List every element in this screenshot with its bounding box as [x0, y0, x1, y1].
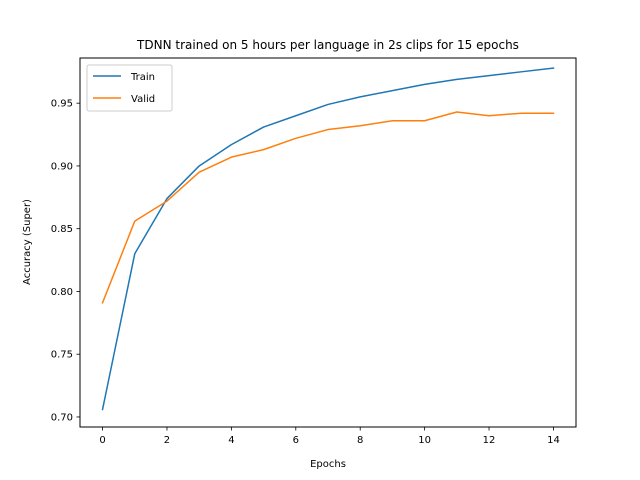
- x-tick-label: 14: [547, 435, 560, 446]
- y-axis-label: Accuracy (Super): [22, 199, 33, 285]
- x-tick-label: 12: [483, 435, 496, 446]
- y-tick-label: 0.95: [51, 99, 73, 110]
- plot-frame: [79, 57, 577, 428]
- x-tick-label: 6: [293, 435, 299, 446]
- chart-title: TDNN trained on 5 hours per language in …: [136, 38, 519, 52]
- legend-label-valid: Valid: [131, 94, 155, 105]
- x-tick-label: 4: [228, 435, 234, 446]
- series-layer: [101, 67, 555, 411]
- y-tick-label: 0.75: [51, 350, 73, 361]
- x-tick-label: 10: [418, 435, 431, 446]
- y-tick-label: 0.85: [51, 224, 73, 235]
- y-tick-label: 0.70: [51, 412, 73, 423]
- series-line-train: [101, 67, 555, 411]
- legend-label-train: Train: [130, 72, 155, 83]
- x-tick-label: 8: [357, 435, 363, 446]
- y-tick-label: 0.80: [51, 287, 73, 298]
- x-axis-label: Epochs: [310, 459, 346, 470]
- y-tick-label: 0.90: [51, 161, 73, 172]
- series-line-valid: [101, 111, 555, 304]
- legend: Train Valid: [86, 64, 173, 112]
- x-axis: 0 2 4 6 8 10 12 14: [99, 427, 560, 446]
- legend-box: [86, 64, 173, 112]
- x-tick-label: 2: [164, 435, 170, 446]
- y-axis: 0.70 0.75 0.80 0.85 0.90 0.95: [51, 99, 80, 423]
- x-tick-label: 0: [99, 435, 105, 446]
